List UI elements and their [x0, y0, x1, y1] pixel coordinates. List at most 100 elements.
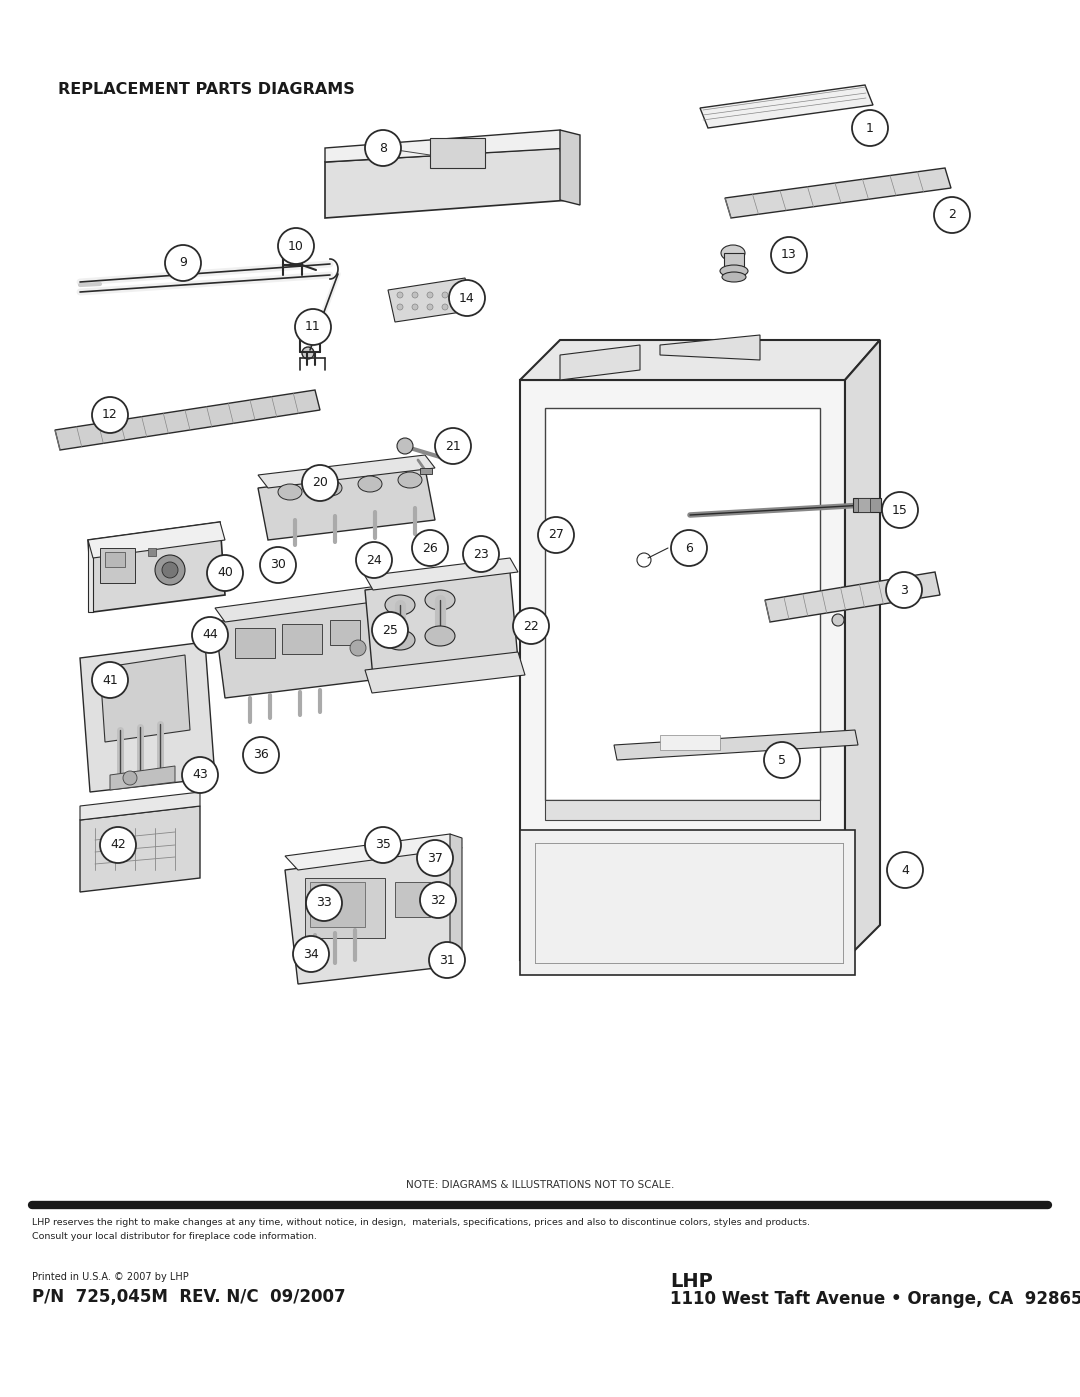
Text: LHP: LHP [670, 1273, 713, 1291]
Ellipse shape [426, 626, 455, 645]
Circle shape [243, 738, 279, 773]
Circle shape [538, 517, 573, 553]
Circle shape [886, 571, 922, 608]
Text: 6: 6 [685, 542, 693, 555]
Circle shape [100, 827, 136, 863]
Text: 34: 34 [303, 947, 319, 961]
Text: 37: 37 [427, 852, 443, 865]
Circle shape [365, 130, 401, 166]
Polygon shape [110, 766, 175, 789]
Polygon shape [519, 339, 880, 380]
Bar [853, 497, 881, 511]
Polygon shape [519, 830, 855, 975]
Text: NOTE: DIAGRAMS & ILLUSTRATIONS NOT TO SCALE.: NOTE: DIAGRAMS & ILLUSTRATIONS NOT TO SC… [406, 1180, 674, 1190]
Circle shape [463, 536, 499, 571]
Circle shape [293, 936, 329, 972]
Circle shape [397, 439, 413, 454]
Polygon shape [80, 806, 200, 893]
Text: 13: 13 [781, 249, 797, 261]
Circle shape [123, 771, 137, 785]
Polygon shape [725, 168, 951, 218]
Text: 5: 5 [778, 753, 786, 767]
Circle shape [92, 397, 129, 433]
Bar [310, 882, 365, 928]
Circle shape [771, 237, 807, 272]
Circle shape [165, 244, 201, 281]
Polygon shape [545, 800, 820, 820]
Text: 24: 24 [366, 553, 382, 567]
Circle shape [207, 555, 243, 591]
Bar [305, 877, 384, 937]
Text: 20: 20 [312, 476, 328, 489]
Circle shape [192, 617, 228, 652]
Polygon shape [388, 278, 475, 321]
Text: 14: 14 [459, 292, 475, 305]
Polygon shape [365, 571, 518, 678]
Text: 4: 4 [901, 863, 909, 876]
Circle shape [295, 309, 330, 345]
Text: 35: 35 [375, 838, 391, 852]
Polygon shape [561, 130, 580, 205]
Circle shape [365, 827, 401, 863]
Polygon shape [55, 390, 320, 450]
Polygon shape [519, 380, 845, 960]
Text: 31: 31 [440, 954, 455, 967]
Ellipse shape [426, 590, 455, 610]
Circle shape [671, 529, 707, 566]
Polygon shape [258, 468, 435, 541]
Circle shape [882, 492, 918, 528]
Text: 25: 25 [382, 623, 397, 637]
Text: 30: 30 [270, 559, 286, 571]
Bar [395, 882, 430, 916]
Circle shape [183, 757, 218, 793]
Ellipse shape [723, 272, 746, 282]
Polygon shape [285, 848, 462, 983]
Text: LHP reserves the right to make changes at any time, without notice, in design,  : LHP reserves the right to make changes a… [32, 1218, 810, 1227]
Circle shape [420, 882, 456, 918]
Text: 26: 26 [422, 542, 437, 555]
Circle shape [397, 305, 403, 310]
Ellipse shape [384, 595, 415, 615]
Text: 41: 41 [103, 673, 118, 686]
Text: 33: 33 [316, 897, 332, 909]
Text: 43: 43 [192, 768, 207, 781]
Polygon shape [365, 557, 518, 590]
Ellipse shape [721, 244, 745, 261]
Polygon shape [615, 731, 858, 760]
Circle shape [832, 615, 843, 626]
Bar [858, 497, 870, 511]
Polygon shape [285, 834, 462, 870]
Text: 1: 1 [866, 122, 874, 134]
Circle shape [372, 612, 408, 648]
Ellipse shape [318, 481, 342, 496]
Polygon shape [325, 148, 570, 218]
Ellipse shape [357, 476, 382, 492]
Text: 8: 8 [379, 141, 387, 155]
Polygon shape [87, 541, 93, 612]
Text: 21: 21 [445, 440, 461, 453]
Bar [282, 624, 322, 654]
Text: 44: 44 [202, 629, 218, 641]
Polygon shape [545, 408, 820, 800]
Bar [148, 548, 156, 556]
Polygon shape [365, 652, 525, 693]
Polygon shape [660, 335, 760, 360]
Bar [420, 468, 432, 474]
Circle shape [162, 562, 178, 578]
Bar [100, 548, 135, 583]
Text: 36: 36 [253, 749, 269, 761]
Text: REPLACEMENT PARTS DIAGRAMS: REPLACEMENT PARTS DIAGRAMS [58, 82, 354, 96]
Bar [105, 552, 125, 567]
Polygon shape [258, 455, 435, 488]
Bar [724, 253, 744, 271]
Text: 22: 22 [523, 619, 539, 633]
Polygon shape [80, 643, 215, 792]
Circle shape [442, 305, 448, 310]
Circle shape [306, 886, 342, 921]
Circle shape [934, 197, 970, 233]
Text: Consult your local distributor for fireplace code information.: Consult your local distributor for firep… [32, 1232, 316, 1241]
Polygon shape [80, 792, 200, 820]
Polygon shape [378, 585, 388, 678]
Polygon shape [700, 85, 873, 129]
Ellipse shape [384, 630, 415, 650]
